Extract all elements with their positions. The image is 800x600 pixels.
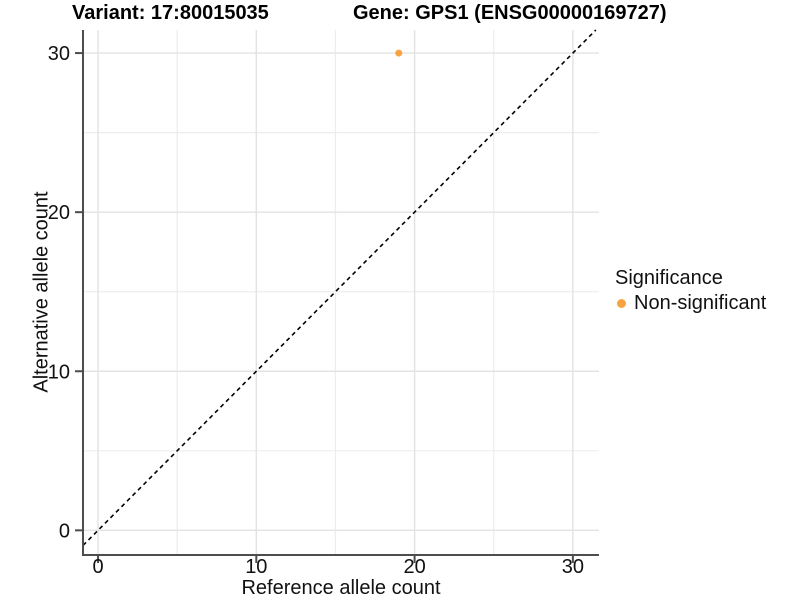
y-tick-label: 10 bbox=[48, 361, 70, 383]
x-axis-title: Reference allele count bbox=[241, 577, 441, 599]
y-tick-label: 20 bbox=[48, 202, 70, 224]
y-tick-label: 0 bbox=[59, 520, 70, 542]
legend-title: Significance bbox=[615, 267, 723, 289]
legend-item: Non-significant bbox=[615, 292, 766, 315]
legend-item-label: Non-significant bbox=[634, 292, 767, 314]
variant-title: Variant: 17:80015035 bbox=[72, 2, 269, 24]
x-tick-label: 10 bbox=[245, 556, 267, 578]
legend-point-icon bbox=[617, 299, 626, 308]
legend: Significance Non-significant bbox=[615, 267, 766, 315]
y-axis-title: Alternative allele count bbox=[30, 191, 53, 393]
data-point bbox=[395, 49, 403, 57]
gene-title: Gene: GPS1 (ENSG00000169727) bbox=[353, 2, 667, 24]
x-tick-label: 20 bbox=[403, 556, 425, 578]
x-tick-label: 0 bbox=[92, 556, 103, 578]
y-tick-label: 30 bbox=[48, 43, 70, 65]
x-tick-label: 30 bbox=[562, 556, 584, 578]
identity-line bbox=[82, 29, 597, 547]
